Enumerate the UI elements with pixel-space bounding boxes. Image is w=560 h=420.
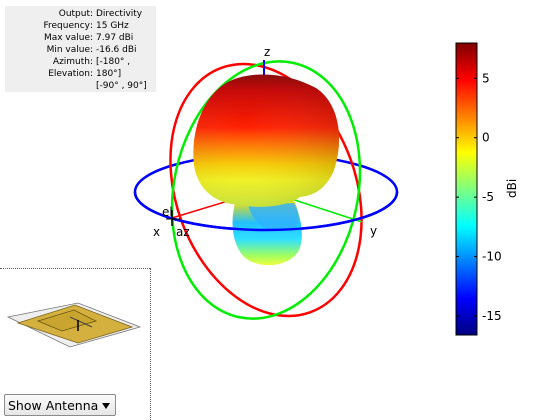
colorbar-tick-label: 0 (482, 131, 490, 145)
yz-plane-ring (170, 60, 362, 320)
azimuth-axis-label: az (176, 225, 190, 239)
x-axis-label: x (153, 225, 160, 239)
show-antenna-dropdown[interactable]: Show Antenna (4, 394, 116, 416)
colorbar-tick-label: -15 (482, 309, 502, 323)
preview-border-top (0, 268, 150, 269)
info-row-elevation: Elevation: 180°] (48, 69, 122, 79)
info-value: 180°] (96, 69, 122, 79)
info-row-continuation: [-90° , 90°] (5, 80, 156, 92)
info-key: Elevation (48, 69, 90, 79)
antenna-preview (6, 302, 142, 348)
info-key: Min value (46, 45, 90, 55)
info-panel: Output: Directivity Frequency: 15 GHz Ma… (5, 6, 156, 92)
xy-plane-ring-front (133, 191, 399, 232)
info-key: Azimuth (52, 57, 90, 67)
colorbar-unit-label: dBi (505, 179, 519, 198)
elevation-axis-label: el (162, 205, 173, 219)
dropdown-selected-value: Show Antenna (8, 398, 99, 413)
z-axis-label: z (264, 45, 270, 59)
info-key: Frequency (43, 21, 91, 31)
y-axis-label: y (370, 224, 377, 238)
info-key: Max value (43, 33, 90, 43)
radiation-pattern-surface[interactable] (193, 74, 340, 266)
info-value: -16.6 dBi (96, 45, 137, 55)
info-row-min-value: Min value: -16.6 dBi (46, 45, 137, 55)
info-row-max-value: Max value: 7.97 dBi (43, 33, 134, 43)
info-value: 7.97 dBi (96, 33, 134, 43)
preview-border-right (150, 268, 151, 420)
colorbar-tick-label: -10 (482, 250, 502, 264)
colorbar-ticks: 5 0 -5 -10 -15 (456, 71, 502, 323)
info-value: 15 GHz (96, 21, 129, 31)
chevron-down-icon (102, 403, 110, 409)
colorbar-tick-label: 5 (482, 71, 490, 85)
info-row-azimuth: Azimuth: [-180° , (52, 57, 131, 67)
colorbar-tick-label: -5 (482, 190, 494, 204)
info-row-output: Output: Directivity (58, 9, 143, 19)
info-value: [-90° , 90°] (96, 81, 147, 91)
info-value: [-180° , (96, 57, 131, 67)
colorbar (455, 42, 478, 336)
info-value: Directivity (96, 9, 143, 19)
info-key: Output (58, 9, 90, 19)
info-row-frequency: Frequency: 15 GHz (43, 21, 129, 31)
